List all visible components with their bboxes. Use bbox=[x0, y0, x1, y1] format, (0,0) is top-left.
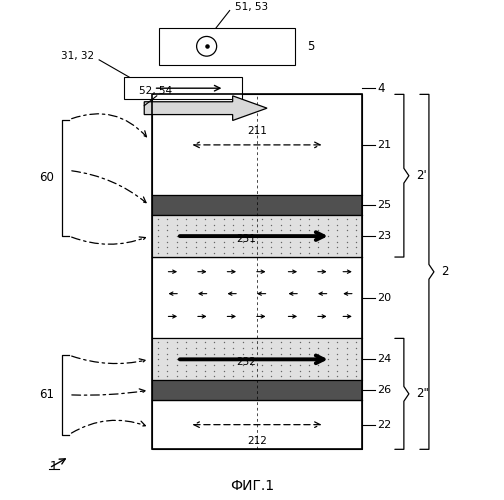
Text: 212: 212 bbox=[247, 436, 267, 446]
Bar bbox=[159, 28, 295, 65]
Text: 23: 23 bbox=[377, 231, 392, 241]
Text: 231: 231 bbox=[236, 234, 257, 243]
Bar bbox=[152, 400, 362, 450]
Text: 52, 54: 52, 54 bbox=[139, 86, 172, 96]
Bar bbox=[152, 94, 362, 450]
Bar bbox=[152, 380, 362, 400]
Text: 60: 60 bbox=[39, 172, 54, 184]
Text: 2": 2" bbox=[416, 388, 429, 400]
Text: 232: 232 bbox=[236, 357, 257, 367]
Bar bbox=[152, 338, 362, 380]
Text: ФИГ.1: ФИГ.1 bbox=[230, 480, 274, 494]
Bar bbox=[152, 94, 362, 196]
Text: 25: 25 bbox=[377, 200, 392, 210]
Text: 31, 32: 31, 32 bbox=[61, 52, 94, 62]
Text: 21: 21 bbox=[377, 140, 392, 150]
Text: 2': 2' bbox=[416, 169, 427, 182]
Text: 211: 211 bbox=[247, 126, 267, 136]
Bar bbox=[152, 196, 362, 215]
Bar bbox=[124, 77, 242, 100]
Bar bbox=[152, 257, 362, 338]
Text: 51, 53: 51, 53 bbox=[235, 2, 268, 12]
Text: 26: 26 bbox=[377, 385, 392, 395]
Text: 5: 5 bbox=[307, 40, 314, 53]
Text: 1: 1 bbox=[50, 460, 58, 473]
Text: 24: 24 bbox=[377, 354, 392, 364]
Bar bbox=[152, 215, 362, 257]
Text: 4: 4 bbox=[377, 82, 385, 94]
Text: 61: 61 bbox=[39, 388, 54, 402]
Text: 2: 2 bbox=[442, 266, 449, 278]
Polygon shape bbox=[144, 96, 267, 120]
Text: 20: 20 bbox=[377, 292, 392, 302]
Text: 22: 22 bbox=[377, 420, 392, 430]
